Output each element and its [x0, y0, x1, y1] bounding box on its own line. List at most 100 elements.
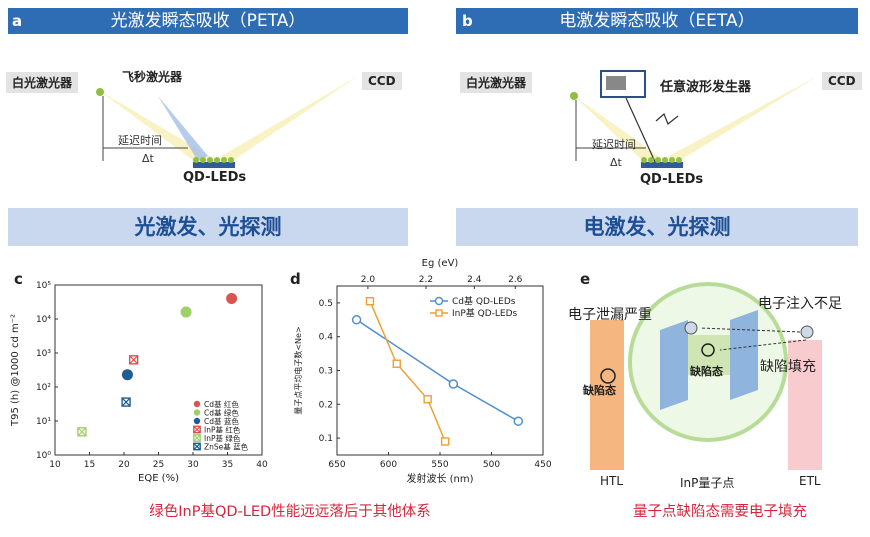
chart-c-legend-label: Cd基 红色 [204, 399, 239, 409]
panel-a-qd-dots [193, 157, 234, 163]
chart-c-point [226, 293, 238, 305]
chart-c-x-axis-label: EQE (%) [138, 473, 179, 484]
chart-c-y-tick-label: 10⁰ [36, 451, 51, 461]
panel-b-device-substrate [641, 162, 683, 168]
chart-c-y-tick-label: 10² [36, 383, 51, 393]
chart-c-x-tick-label: 10 [49, 460, 61, 470]
panel-b-mirror-icon [570, 92, 578, 100]
panel-b-device-label: QD-LEDs [640, 172, 704, 187]
chart-d-x2-tick-label: 2.4 [467, 275, 482, 285]
chart-c-x-tick-label: 20 [118, 460, 130, 470]
chart-c-legend-label: Cd基 蓝色 [204, 416, 239, 426]
chart-c-y-tick-label: 10⁴ [36, 315, 51, 325]
panel-b-white-laser-label: 白光激光器 [460, 72, 533, 93]
panel-a-delay-label: 延迟时间 [118, 134, 162, 147]
panel-a-pump-beam [158, 96, 208, 161]
panel-a-fs-laser-label: 飞秒激光器 [122, 70, 183, 84]
panel-e-htl-label: HTL [600, 474, 624, 488]
chart-d-y-tick-label: 0.2 [319, 400, 333, 410]
panel-b-generator-screen [606, 76, 626, 90]
panel-e-band-diagram [590, 282, 822, 470]
panel-e-etl-label: ETL [799, 474, 821, 488]
panel-e-qd-label: InP量子点 [680, 476, 735, 490]
chart-d-x-tick-label: 450 [534, 460, 551, 470]
panel-e-fill-arrow [719, 339, 807, 351]
chart-d-point [351, 315, 362, 325]
panel-a-bottom-text: 光激发、光探测 [134, 215, 282, 239]
chart-d-y-tick-label: 0.4 [319, 333, 334, 343]
chart-d-y-tick-label: 0.5 [319, 299, 333, 309]
panel-b-title: 电激发瞬态吸收（EETA） [559, 11, 755, 31]
chart-d-point [365, 297, 375, 306]
panel-e-caption: 量子点缺陷态需要电子填充 [633, 504, 807, 520]
chart-d-x-tick-label: 550 [431, 460, 448, 470]
chart-c-x-tick-label: 25 [153, 460, 164, 470]
chart-d-legend-marker [435, 309, 443, 317]
chart-c-legend-label: ZnSe基 蓝色 [204, 442, 249, 452]
chart-c-point [121, 397, 131, 407]
chart-c-y-tick-label: 10¹ [36, 417, 51, 427]
chart-c-legend-marker [193, 425, 201, 434]
chart-c-point [77, 427, 87, 437]
panel-a-device-label: QD-LEDs [183, 170, 247, 185]
chart-d-legend-label: InP基 QD-LEDs [452, 307, 518, 319]
panel-d-letter: d [290, 270, 301, 288]
chart-d-x2-tick-label: 2.0 [361, 275, 376, 285]
chart-d-y-tick-label: 0.3 [319, 367, 333, 377]
chart-c-y-tick-label: 10⁵ [36, 281, 51, 291]
chart-d-point [448, 379, 459, 389]
panel-b-title-bar: 电激发瞬态吸收（EETA） [456, 8, 858, 34]
panel-a-setup-diagram [96, 76, 358, 168]
chart-c-point [121, 369, 133, 381]
chart-c-point [128, 355, 139, 365]
panel-b-dt-label: Δt [610, 156, 622, 169]
panel-a-title: 光激发瞬态吸收（PETA） [110, 11, 306, 31]
chart-c-point [180, 306, 192, 318]
panel-e-leak-label: 电子泄漏严重 [568, 307, 652, 323]
chart-d-x-axis-label: 发射波长 (nm) [406, 472, 473, 485]
panel-e-htl-bar [590, 320, 624, 470]
chart-c-legend-marker [193, 434, 201, 442]
chart-d-x2-tick-label: 2.2 [419, 275, 433, 285]
chart-c-y-axis-label: T95 (h) @1000 cd m⁻² [10, 314, 21, 427]
panel-b-letter: b [462, 12, 473, 30]
chart-c-legend-marker [193, 442, 201, 451]
panel-e-qd-right-wall [730, 310, 758, 400]
panel-b-qd-dots [641, 157, 682, 163]
chart-d-legend-label: Cd基 QD-LEDs [452, 295, 516, 307]
chart-d-x2-axis-label: Eg (eV) [422, 258, 459, 269]
panel-c-caption: 绿色InP基QD-LED性能远远落后于其他体系 [149, 504, 431, 520]
panel-a-dt-label: Δt [142, 152, 154, 165]
chart-c-legend-label: InP基 红色 [204, 425, 241, 435]
panel-b-wire [625, 97, 657, 165]
panel-e-electron-etl-icon [800, 325, 814, 339]
panel-a-bottom-bar: 光激发、光探测 [8, 208, 408, 246]
panel-a-white-laser-label: 白光激光器 [6, 72, 79, 93]
panel-a-letter: a [12, 12, 23, 30]
panel-e-defect-center-icon [701, 343, 715, 357]
panel-e-qd-core [688, 335, 730, 375]
panel-c-letter: c [14, 270, 23, 288]
panel-e-inject-arrow [699, 327, 801, 333]
chart-d-series-line [369, 300, 446, 442]
panel-e-letter: e [580, 270, 591, 288]
panel-b-pulse-icon [655, 112, 679, 125]
chart-c-x-tick-label: 40 [256, 460, 268, 470]
chart-c-x-tick-label: 15 [84, 460, 95, 470]
panel-e-defect-center-label: 缺陷态 [690, 365, 723, 378]
panel-b-setup-diagram [570, 70, 818, 168]
panel-b-delay-label: 延迟时间 [592, 138, 636, 151]
chart-d-point [423, 395, 432, 404]
chart-d-point [440, 437, 450, 446]
chart-d-x-tick-label: 600 [380, 460, 397, 470]
chart-c-legend-label: InP基 绿色 [204, 433, 241, 443]
panel-e-electron-icon [684, 321, 698, 335]
chart-c-x-tick-label: 35 [222, 460, 233, 470]
chart-c-x-tick-label: 30 [187, 460, 199, 470]
chart-d-x-tick-label: 650 [328, 460, 345, 470]
chart-c-legend-marker [193, 400, 201, 408]
panel-b-generator-label: 任意波形发生器 [660, 80, 752, 95]
panel-e-defect-left-icon [600, 368, 616, 384]
panel-e-inject-label: 电子注入不足 [758, 296, 842, 312]
panel-b-reflect-beam [654, 76, 818, 164]
